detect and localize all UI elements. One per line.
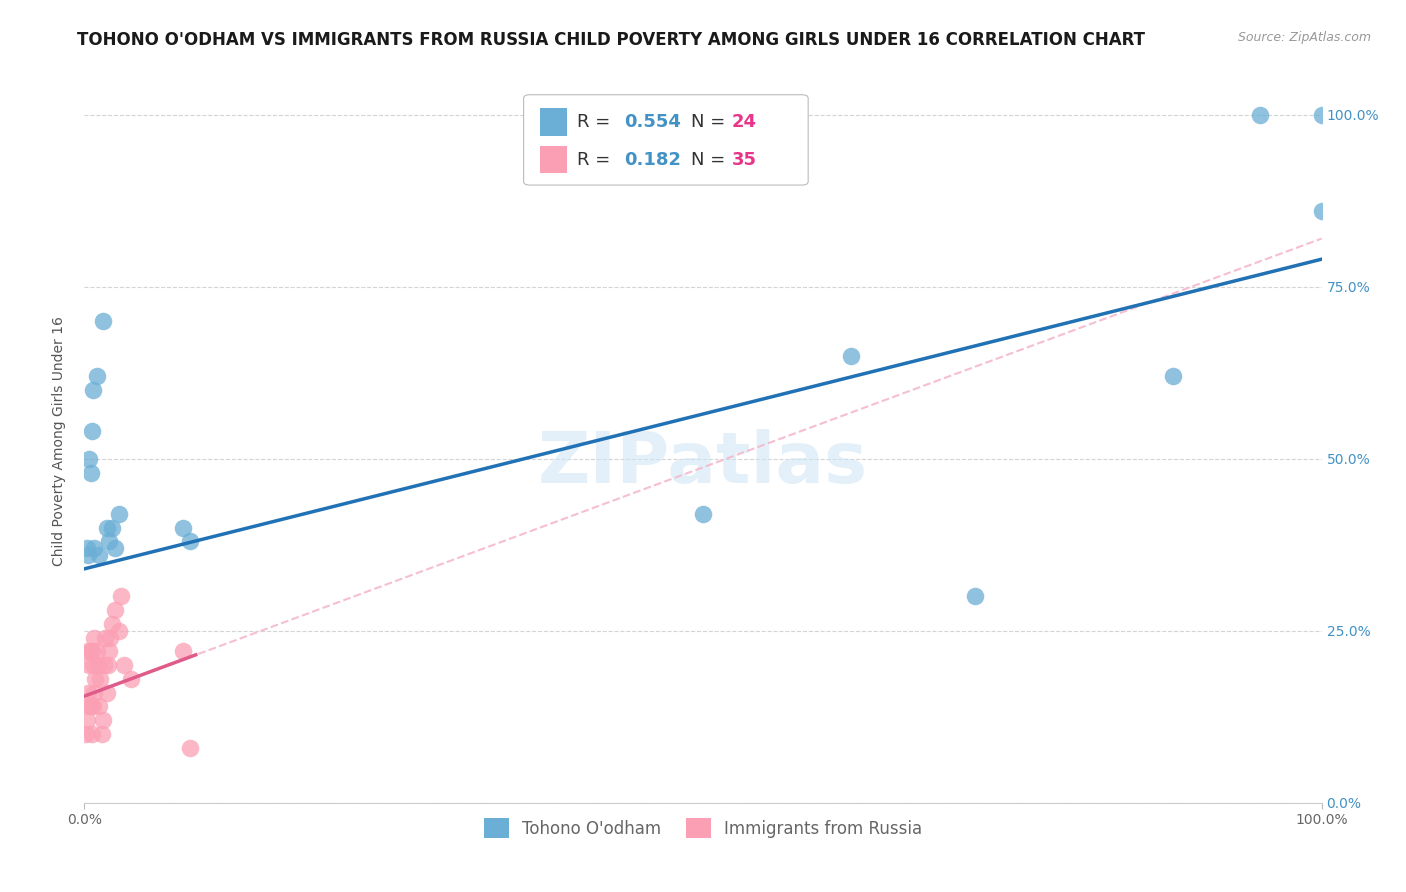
Point — [75, 727, 97, 741]
Point — [841, 349, 863, 363]
Point — [82, 383, 104, 397]
Point — [120, 672, 142, 686]
Point — [100, 520, 122, 534]
Point — [82, 699, 104, 714]
Point — [84, 672, 107, 686]
Point — [79, 699, 101, 714]
Point — [80, 727, 103, 741]
Point — [79, 699, 101, 714]
Point — [83, 686, 105, 700]
Point — [79, 644, 101, 658]
Legend: Tohono O'odham, Immigrants from Russia: Tohono O'odham, Immigrants from Russia — [477, 812, 929, 845]
Text: R =: R = — [576, 113, 616, 131]
Point — [77, 548, 100, 562]
Point — [89, 699, 111, 714]
Point — [87, 658, 110, 673]
Text: N =: N = — [690, 113, 731, 131]
Text: 35: 35 — [731, 151, 756, 169]
Point — [79, 466, 101, 480]
Point — [89, 548, 111, 562]
Point — [83, 631, 105, 645]
Point — [179, 534, 201, 549]
Point — [172, 520, 194, 534]
Point — [86, 369, 108, 384]
Bar — [540, 109, 567, 136]
Y-axis label: Child Poverty Among Girls Under 16: Child Poverty Among Girls Under 16 — [52, 317, 66, 566]
FancyBboxPatch shape — [523, 95, 808, 185]
Text: TOHONO O'ODHAM VS IMMIGRANTS FROM RUSSIA CHILD POVERTY AMONG GIRLS UNDER 16 CORR: TOHONO O'ODHAM VS IMMIGRANTS FROM RUSSIA… — [77, 31, 1146, 49]
Point — [91, 314, 114, 328]
Point — [94, 631, 117, 645]
Point — [965, 590, 987, 604]
Text: R =: R = — [576, 151, 616, 169]
Point — [1310, 108, 1333, 122]
Point — [104, 541, 127, 556]
Text: N =: N = — [690, 151, 731, 169]
Point — [79, 451, 101, 466]
Point — [98, 534, 121, 549]
Point — [91, 713, 114, 727]
Point — [86, 644, 108, 658]
Point — [179, 740, 201, 755]
Point — [82, 658, 104, 673]
Point — [172, 644, 194, 658]
Point — [104, 603, 127, 617]
Point — [112, 658, 135, 673]
Point — [1249, 108, 1271, 122]
Point — [89, 672, 111, 686]
Point — [97, 658, 120, 673]
Point — [692, 507, 714, 521]
Point — [83, 541, 105, 556]
Point — [80, 644, 103, 658]
Point — [100, 616, 122, 631]
Point — [108, 507, 131, 521]
Text: 0.182: 0.182 — [624, 151, 681, 169]
Point — [90, 727, 112, 741]
Point — [96, 520, 118, 534]
Point — [98, 631, 121, 645]
Point — [96, 686, 118, 700]
Point — [98, 644, 121, 658]
Point — [1161, 369, 1184, 384]
Text: Source: ZipAtlas.com: Source: ZipAtlas.com — [1237, 31, 1371, 45]
Text: 0.554: 0.554 — [624, 113, 681, 131]
Point — [77, 686, 100, 700]
Point — [77, 644, 100, 658]
Text: ZIPatlas: ZIPatlas — [538, 429, 868, 498]
Point — [79, 658, 101, 673]
Point — [93, 658, 115, 673]
Text: 24: 24 — [731, 113, 756, 131]
Point — [76, 541, 98, 556]
Bar — [540, 146, 567, 173]
Point — [80, 424, 103, 438]
Point — [76, 713, 98, 727]
Point — [108, 624, 131, 638]
Point — [1310, 204, 1333, 219]
Point — [110, 590, 132, 604]
